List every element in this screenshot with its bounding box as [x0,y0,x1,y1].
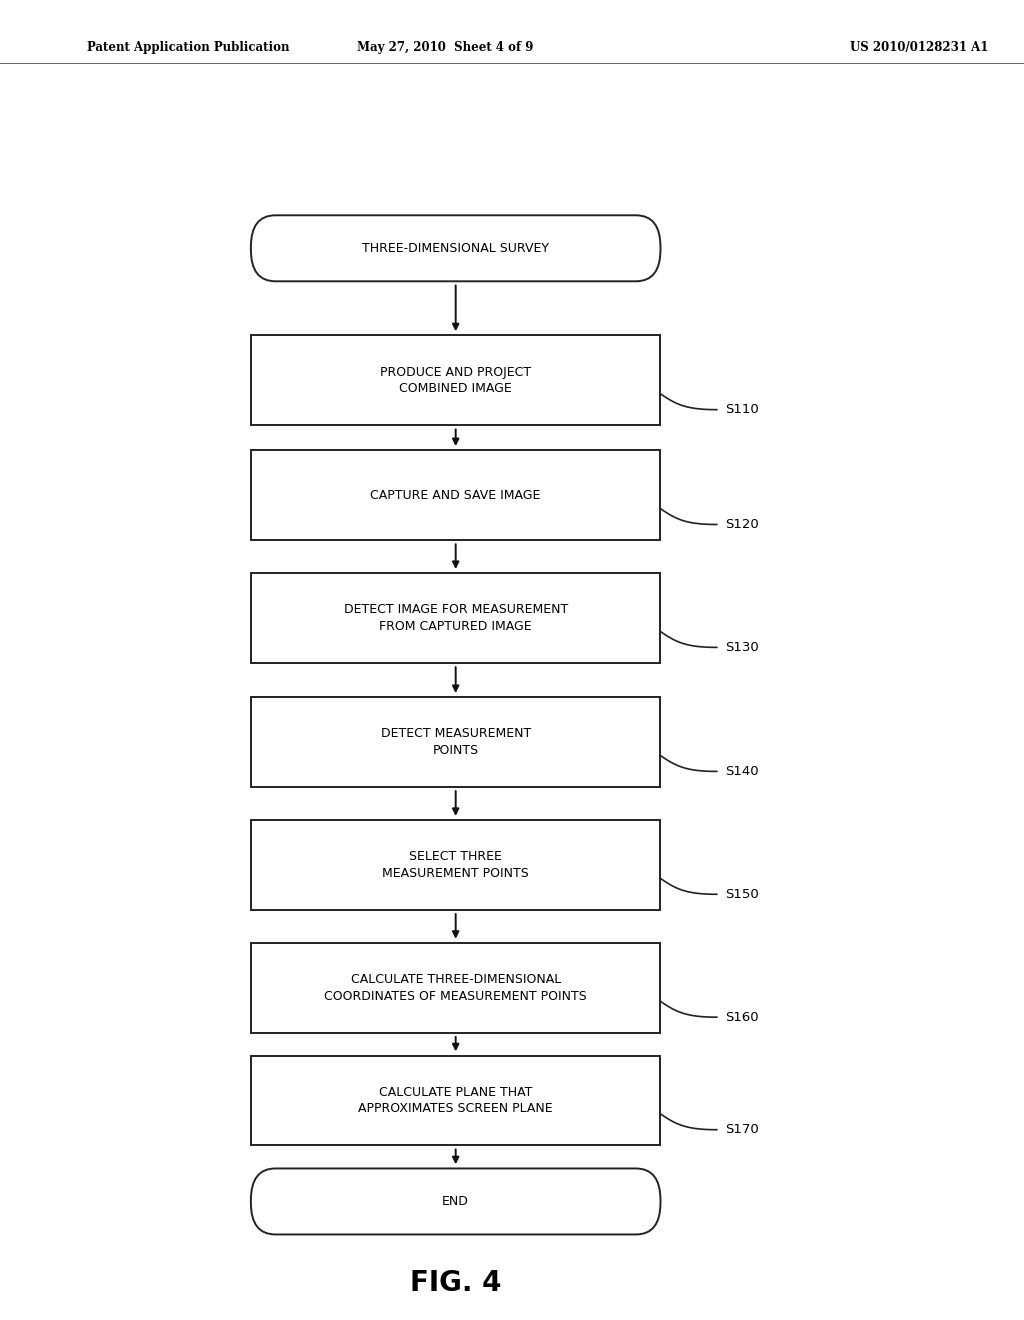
Bar [251,1056,660,1146]
Text: CALCULATE THREE-DIMENSIONAL
COORDINATES OF MEASUREMENT POINTS: CALCULATE THREE-DIMENSIONAL COORDINATES … [325,973,587,1003]
Text: S110: S110 [725,403,759,416]
Text: CAPTURE AND SAVE IMAGE: CAPTURE AND SAVE IMAGE [371,488,541,502]
Bar [251,697,660,787]
Text: DETECT MEASUREMENT
POINTS: DETECT MEASUREMENT POINTS [381,727,530,756]
Bar [251,450,660,540]
Text: END: END [442,1195,469,1208]
Bar [251,573,660,663]
Text: CALCULATE PLANE THAT
APPROXIMATES SCREEN PLANE: CALCULATE PLANE THAT APPROXIMATES SCREEN… [358,1085,553,1115]
Text: S160: S160 [725,1011,759,1024]
Text: S120: S120 [725,517,759,531]
Bar [251,820,660,909]
Text: S150: S150 [725,888,759,900]
Text: S170: S170 [725,1123,759,1137]
Text: THREE-DIMENSIONAL SURVEY: THREE-DIMENSIONAL SURVEY [362,242,549,255]
Text: PRODUCE AND PROJECT
COMBINED IMAGE: PRODUCE AND PROJECT COMBINED IMAGE [380,366,531,395]
Text: May 27, 2010  Sheet 4 of 9: May 27, 2010 Sheet 4 of 9 [357,41,534,54]
Text: S130: S130 [725,642,759,653]
Text: DETECT IMAGE FOR MEASUREMENT
FROM CAPTURED IMAGE: DETECT IMAGE FOR MEASUREMENT FROM CAPTUR… [344,603,567,632]
Bar [251,335,660,425]
Text: S140: S140 [725,764,759,777]
Text: FIG. 4: FIG. 4 [410,1269,502,1298]
Text: SELECT THREE
MEASUREMENT POINTS: SELECT THREE MEASUREMENT POINTS [382,850,529,879]
Text: US 2010/0128231 A1: US 2010/0128231 A1 [850,41,988,54]
Text: Patent Application Publication: Patent Application Publication [87,41,290,54]
Bar [251,942,660,1032]
FancyBboxPatch shape [251,1168,660,1234]
FancyBboxPatch shape [251,215,660,281]
